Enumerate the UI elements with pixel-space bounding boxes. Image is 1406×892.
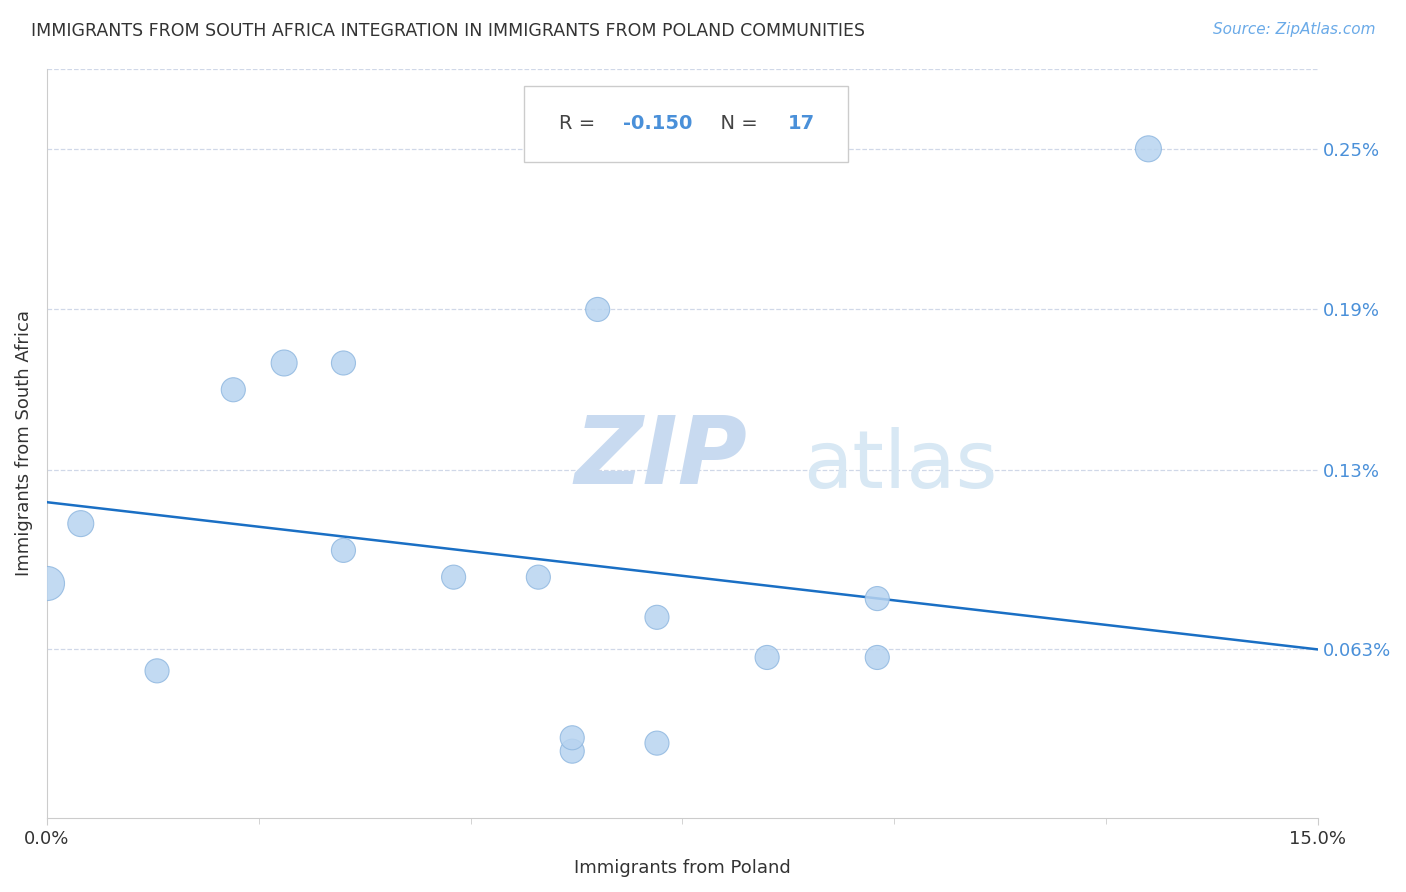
Point — [527, 570, 550, 584]
Text: ZIP: ZIP — [575, 412, 747, 504]
Point — [69, 516, 91, 531]
Point — [273, 356, 295, 370]
Point — [561, 744, 583, 758]
Point — [35, 575, 58, 590]
Text: -0.150: -0.150 — [623, 114, 692, 134]
Point — [146, 664, 169, 678]
Text: atlas: atlas — [803, 426, 997, 505]
Point — [443, 570, 465, 584]
Text: R =: R = — [560, 114, 602, 134]
Text: N =: N = — [707, 114, 763, 134]
Text: Source: ZipAtlas.com: Source: ZipAtlas.com — [1212, 22, 1375, 37]
X-axis label: Immigrants from Poland: Immigrants from Poland — [574, 859, 790, 877]
FancyBboxPatch shape — [523, 86, 848, 162]
Text: 17: 17 — [787, 114, 815, 134]
Point — [756, 650, 779, 665]
Point — [586, 302, 609, 317]
Point — [332, 543, 354, 558]
Point — [222, 383, 245, 397]
Point — [645, 736, 668, 750]
Y-axis label: Immigrants from South Africa: Immigrants from South Africa — [15, 310, 32, 576]
Point — [866, 591, 889, 606]
Text: IMMIGRANTS FROM SOUTH AFRICA INTEGRATION IN IMMIGRANTS FROM POLAND COMMUNITIES: IMMIGRANTS FROM SOUTH AFRICA INTEGRATION… — [31, 22, 865, 40]
Point — [645, 610, 668, 624]
Point — [332, 356, 354, 370]
Point — [1137, 142, 1160, 156]
Point — [866, 650, 889, 665]
Point — [561, 731, 583, 745]
